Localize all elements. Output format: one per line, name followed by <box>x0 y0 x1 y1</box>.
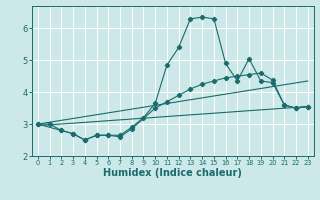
X-axis label: Humidex (Indice chaleur): Humidex (Indice chaleur) <box>103 168 242 178</box>
